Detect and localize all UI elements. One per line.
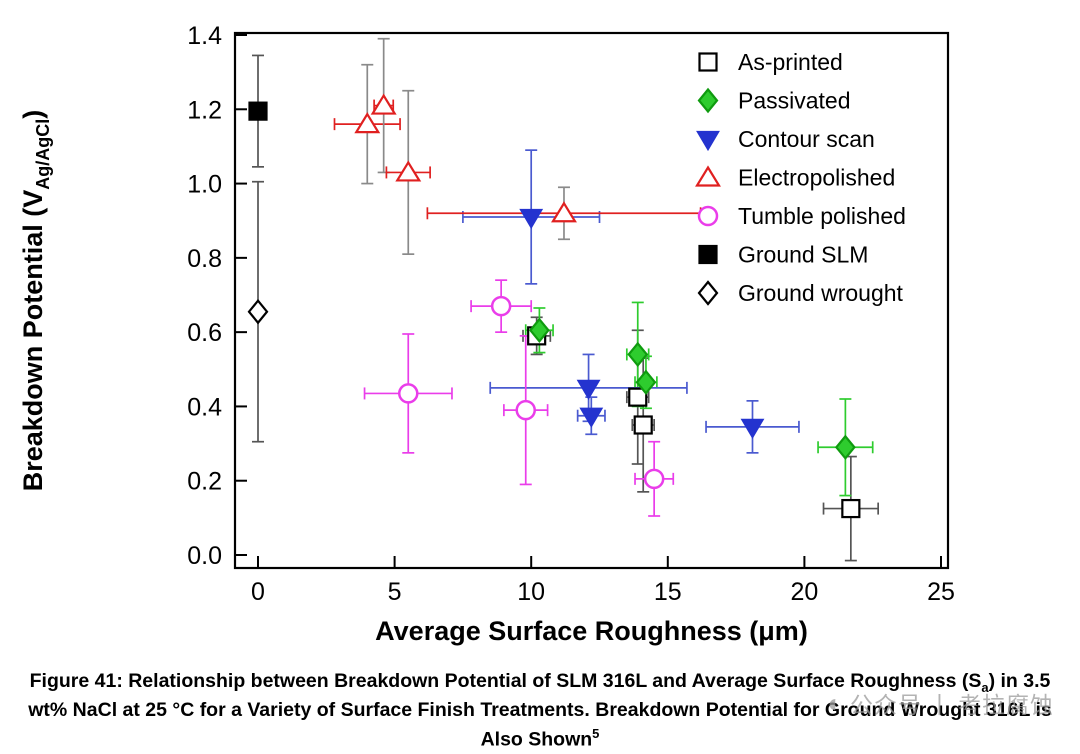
x-axis-label: Average Surface Roughness (μm) <box>375 616 808 646</box>
x-tick-label: 0 <box>251 578 265 606</box>
errorbars-as-printed <box>522 316 880 562</box>
y-tick-label: 0.2 <box>187 468 222 496</box>
legend-label: Tumble polished <box>738 203 906 229</box>
marker-square <box>698 244 718 265</box>
marker-triangle-up <box>395 160 422 182</box>
marker-triangle-down <box>696 130 720 152</box>
y-tick-label: 0.8 <box>187 245 222 273</box>
x-tick-label: 25 <box>927 578 955 606</box>
marker-circle <box>490 295 512 317</box>
marker-diamond <box>834 434 856 461</box>
marker-triangle-up <box>551 201 577 223</box>
series-electropolished <box>354 93 577 223</box>
scatter-chart: 0 5 10 15 20 25 0.0 0.2 0.4 0.6 0.8 1.0 1.2 1.4 Averag… <box>18 22 955 646</box>
legend-item-contour-scan: Contour scan <box>696 126 875 152</box>
legend-item-electropolished: Electropolished <box>695 165 895 191</box>
y-tick-label: 0.6 <box>187 319 222 347</box>
y-tick-label: 1.2 <box>187 96 222 124</box>
marker-circle <box>697 205 719 227</box>
marker-triangle-down <box>519 208 544 230</box>
marker-triangle-up <box>354 112 381 134</box>
x-axis: 0 5 10 15 20 25 <box>251 556 955 606</box>
marker-circle <box>643 468 665 490</box>
errorbars-passivated <box>524 301 874 497</box>
caption-text-pre: Figure 41: Relationship between Breakdow… <box>29 670 982 692</box>
legend-label: As-printed <box>738 49 843 75</box>
caption-superscript: 5 <box>592 726 600 742</box>
marker-diamond <box>697 280 719 306</box>
series-tumble-polished <box>398 295 665 490</box>
marker-diamond <box>528 317 550 344</box>
marker-triangle-up <box>370 93 397 115</box>
marker-triangle-down <box>579 407 604 428</box>
legend-item-passivated: Passivated <box>697 87 851 114</box>
y-tick-label: 0.0 <box>187 542 222 570</box>
legend-item-as-printed: As-printed <box>698 49 843 75</box>
x-tick-label: 10 <box>517 578 545 606</box>
x-tick-label: 5 <box>388 578 402 606</box>
marker-triangle-up <box>695 165 721 187</box>
marker-square <box>841 498 861 519</box>
legend-label: Ground wrought <box>738 280 904 306</box>
marker-square <box>628 387 648 407</box>
marker-circle <box>398 383 419 404</box>
marker-triangle-down <box>740 418 765 440</box>
legend-label: Electropolished <box>738 165 895 191</box>
series-ground-wrought <box>247 298 269 325</box>
y-axis-label: Breakdown Potential (VAg/AgCl) <box>18 110 53 492</box>
legend-item-tumble-polished: Tumble polished <box>697 203 906 229</box>
legend-label: Contour scan <box>738 126 875 152</box>
plot-border <box>233 31 950 570</box>
legend-label: Passivated <box>738 88 851 114</box>
series-ground-slm <box>248 101 268 121</box>
x-tick-label: 15 <box>654 578 682 606</box>
legend-label: Ground SLM <box>738 242 868 268</box>
caption-subscript: a <box>981 679 989 695</box>
marker-diamond <box>697 87 719 114</box>
legend-item-ground-wrought: Ground wrought <box>697 280 904 306</box>
marker-triangle-down <box>576 379 601 401</box>
marker-square <box>698 52 718 72</box>
y-tick-label: 0.4 <box>187 393 222 421</box>
x-tick-label: 20 <box>790 578 818 606</box>
series-passivated <box>528 317 856 461</box>
marker-square <box>633 415 653 435</box>
marker-diamond <box>247 298 269 325</box>
legend-item-ground-slm: Ground SLM <box>698 242 868 268</box>
series-contour-scan <box>519 208 765 440</box>
legend: As-printed Passivated Contour scan Electrop… <box>695 49 906 306</box>
marker-circle <box>515 399 536 421</box>
marker-square <box>248 101 268 121</box>
y-tick-label: 1.4 <box>187 22 222 50</box>
y-axis: 0.0 0.2 0.4 0.6 0.8 1.0 1.2 1.4 <box>187 22 247 570</box>
caption-text-mid: ) in 3.5 wt% NaCl at 25 °C for a Variety… <box>28 670 1052 751</box>
marker-diamond <box>627 341 649 368</box>
figure-caption: Figure 41: Relationship between Breakdow… <box>12 668 1068 754</box>
series-as-printed <box>527 326 861 519</box>
errorbars-electropolished <box>333 37 702 255</box>
marker-diamond <box>635 369 657 396</box>
y-tick-label: 1.0 <box>187 171 222 199</box>
